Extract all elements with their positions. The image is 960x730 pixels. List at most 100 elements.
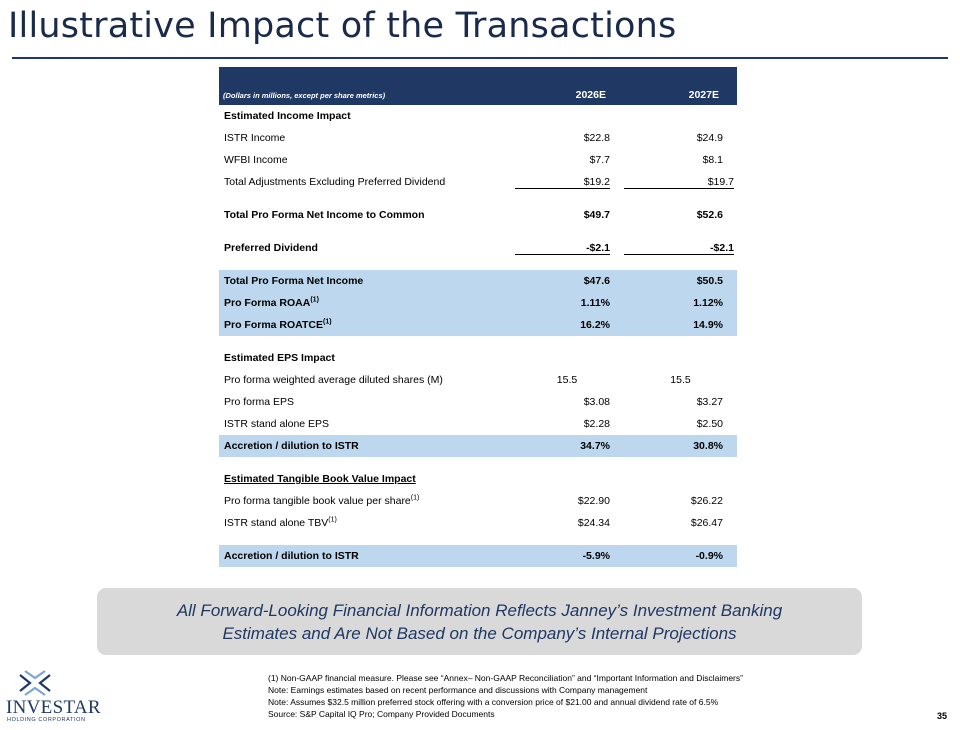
column-header-2026e: 2026E <box>510 67 624 105</box>
value-2026e: $47.6 <box>510 270 624 292</box>
row-label-cell: Pro Forma ROATCE(1) <box>219 314 510 336</box>
row-label: Total Adjustments Excluding Preferred Di… <box>224 176 446 188</box>
page-number: 35 <box>936 711 947 721</box>
row-label: ISTR Income <box>224 132 286 144</box>
spacer-row <box>219 193 737 204</box>
table-row: ISTR stand alone TBV(1) $24.34 $26.47 <box>219 512 737 534</box>
value-2027e: $8.1 <box>702 154 723 166</box>
logo-wordmark: INVESTAR <box>6 697 101 718</box>
value-2027e: $26.22 <box>690 495 723 507</box>
table-row: Pro forma tangible book value per share(… <box>219 490 737 512</box>
row-label: Pro forma weighted average diluted share… <box>224 374 443 386</box>
value-2027e: -0.9% <box>624 545 737 567</box>
logo-subtitle: HOLDING CORPORATION <box>7 717 86 723</box>
row-label-cell: Pro forma tangible book value per share(… <box>219 490 510 512</box>
transaction-impact-table: (Dollars in millions, except per share m… <box>219 67 737 567</box>
table-row: Total Adjustments Excluding Preferred Di… <box>219 171 737 193</box>
footnote: (1) Non-GAAP financial measure. Please s… <box>268 673 743 683</box>
value-2027e: -$2.1 <box>624 237 737 259</box>
value-2026e: $3.08 <box>583 396 610 408</box>
value-2026e: $19.2 <box>510 171 624 193</box>
row-label: Total Pro Forma Net Income <box>219 270 510 292</box>
value-2026e: $22.90 <box>577 495 610 507</box>
section-header-income: Estimated Income Impact <box>219 105 737 127</box>
footnote-marker: (1) <box>328 516 337 524</box>
value-2027e: $24.9 <box>696 132 723 144</box>
value-2026e: -$2.1 <box>510 237 624 259</box>
value-2027e: 14.9% <box>624 314 737 336</box>
section-title-cell: Estimated Tangible Book Value Impact <box>219 468 510 490</box>
value-2027e: 1.12% <box>624 292 737 314</box>
footnote-marker: (1) <box>322 318 332 326</box>
value-2026e: 16.2% <box>510 314 624 336</box>
table-row: ISTR stand alone EPS $2.28 $2.50 <box>219 413 737 435</box>
spacer-row <box>219 259 737 270</box>
table-row: Total Pro Forma Net Income to Common $49… <box>219 204 737 226</box>
value-2026e: $7.7 <box>589 154 610 166</box>
value-2027e: $26.47 <box>690 517 723 529</box>
disclaimer-line: Estimates and Are Not Based on the Compa… <box>222 623 737 643</box>
table-row: ISTR Income $22.8 $24.9 <box>219 127 737 149</box>
section-header-tbv: Estimated Tangible Book Value Impact <box>219 468 737 490</box>
value-2027e: $2.50 <box>696 418 723 430</box>
value-2027e: $3.27 <box>696 396 723 408</box>
row-label-cell: ISTR stand alone TBV(1) <box>219 512 510 534</box>
underlined-value: -$2.1 <box>515 242 610 255</box>
value-2026e: 34.7% <box>510 435 624 457</box>
row-label: ISTR stand alone EPS <box>224 418 330 430</box>
value-2026e: -5.9% <box>510 545 624 567</box>
underlined-value: $19.7 <box>624 176 734 189</box>
value-2026e: $2.28 <box>583 418 610 430</box>
slide-title: Illustrative Impact of the Transactions <box>8 6 677 46</box>
row-label: Accretion / dilution to ISTR <box>219 545 510 567</box>
value-2026e: 1.11% <box>510 292 624 314</box>
forward-looking-disclaimer: All Forward-Looking Financial Informatio… <box>97 588 862 655</box>
value-2027e: $19.7 <box>624 171 737 193</box>
spacer-row <box>219 457 737 468</box>
value-2026e: $49.7 <box>583 209 610 221</box>
row-label: Pro Forma ROATCE <box>224 319 323 331</box>
title-divider <box>12 57 948 59</box>
footnote-marker: (1) <box>410 494 420 502</box>
spacer-row <box>219 226 737 237</box>
logo-mark-icon <box>19 670 51 696</box>
footnotes: (1) Non-GAAP financial measure. Please s… <box>268 672 743 720</box>
footnote-marker: (1) <box>310 296 319 304</box>
underlined-value: -$2.1 <box>624 242 734 255</box>
row-label-cell: Pro Forma ROAA(1) <box>219 292 510 314</box>
table-row: Pro forma weighted average diluted share… <box>219 369 737 391</box>
table-row: Accretion / dilution to ISTR 34.7% 30.8% <box>219 435 737 457</box>
underlined-value: $19.2 <box>515 176 610 189</box>
value-2026e: 15.5 <box>556 374 578 386</box>
section-title: Estimated Tangible Book Value Impact <box>224 473 416 485</box>
investar-logo: INVESTAR HOLDING CORPORATION <box>6 669 101 724</box>
section-title: Estimated Income Impact <box>224 110 351 122</box>
row-label: Total Pro Forma Net Income to Common <box>224 209 425 221</box>
section-title: Estimated EPS Impact <box>224 352 335 364</box>
spacer-row <box>219 534 737 545</box>
table-header-row: (Dollars in millions, except per share m… <box>219 67 737 105</box>
table-row: Pro Forma ROAA(1) 1.11% 1.12% <box>219 292 737 314</box>
value-2027e: 15.5 <box>670 374 691 386</box>
row-label: Pro forma tangible book value per share <box>224 495 411 507</box>
row-label: Pro Forma ROAA <box>224 297 311 309</box>
row-label: Pro forma EPS <box>224 396 295 408</box>
footnote: Note: Earnings estimates based on recent… <box>268 685 648 695</box>
value-2027e: $52.6 <box>696 209 723 221</box>
row-label: WFBI Income <box>224 154 288 166</box>
value-2026e: $24.34 <box>577 517 610 529</box>
table-row: Pro forma EPS $3.08 $3.27 <box>219 391 737 413</box>
table-row: Pro Forma ROATCE(1) 16.2% 14.9% <box>219 314 737 336</box>
value-2027e: $50.5 <box>624 270 737 292</box>
row-label: Preferred Dividend <box>224 242 318 254</box>
row-label: ISTR stand alone TBV <box>224 517 329 529</box>
units-note: (Dollars in millions, except per share m… <box>219 67 510 105</box>
table-row: Preferred Dividend -$2.1 -$2.1 <box>219 237 737 259</box>
table-row: Total Pro Forma Net Income $47.6 $50.5 <box>219 270 737 292</box>
section-header-eps: Estimated EPS Impact <box>219 347 737 369</box>
column-header-2027e: 2027E <box>624 67 737 105</box>
table-row: WFBI Income $7.7 $8.1 <box>219 149 737 171</box>
table-row: Accretion / dilution to ISTR -5.9% -0.9% <box>219 545 737 567</box>
value-2027e: 30.8% <box>624 435 737 457</box>
spacer-row <box>219 336 737 347</box>
